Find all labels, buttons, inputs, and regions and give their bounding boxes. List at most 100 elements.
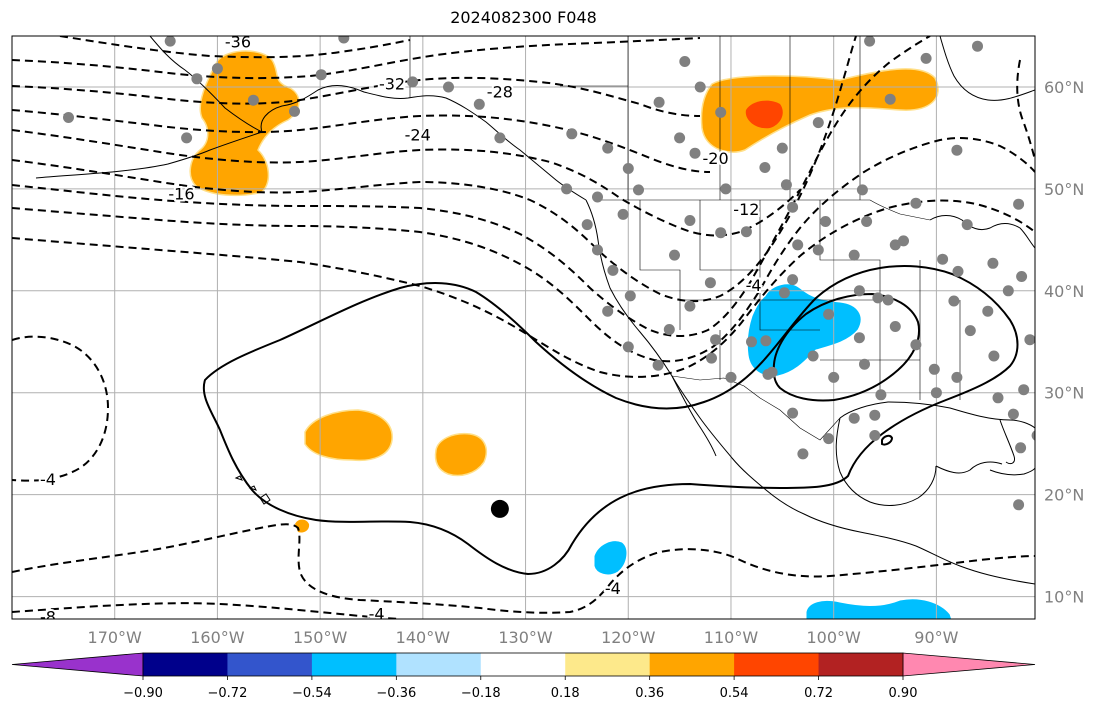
colorbar-segment [734,653,820,676]
station-dot [928,363,940,375]
contour-dashed-12 [12,523,1035,614]
contour-dashed-10 [1016,59,1035,161]
lon-tick-label: 150°W [293,628,348,647]
colorbar-tick-label: −0.54 [292,686,332,701]
station-dot [951,371,963,383]
station-dot [473,98,485,110]
station-dot [566,128,578,140]
anomaly-fill-south-blue [805,598,953,619]
station-dot [987,257,999,269]
station-dot [1016,271,1028,282]
contour-label: -4 [746,276,762,295]
station-dot [889,321,901,332]
station-dots [63,36,1035,511]
station-dot [663,324,675,335]
station-dot [859,358,870,370]
lat-tick-label: 10°N [1044,588,1084,607]
anomaly-fill-canada [700,68,939,153]
station-dot [787,201,799,213]
station-dot [706,352,717,364]
contour-solid-1 [202,265,1019,576]
station-dot [910,197,922,209]
center-marker-group [490,499,509,518]
lon-tick-label: 140°W [396,628,451,647]
station-dot [882,294,894,306]
station-dot [992,392,1004,404]
contour-dashed-1 [59,36,411,59]
lon-tick-label: 130°W [498,628,553,647]
station-dot [607,264,619,276]
lon-tick-label: 170°W [88,628,143,647]
colorbar-outline [142,652,904,677]
station-dot [861,216,873,227]
station-dot [740,226,752,238]
coastlines [35,36,1035,585]
lon-tick-label: 110°W [704,628,759,647]
lon-tick-label: 90°W [914,628,958,647]
station-dot [720,183,732,195]
station-dot [633,184,644,196]
station-dot [872,292,884,304]
station-dot [622,341,634,353]
station-dot [869,430,881,441]
colorbar-tick-label: 0.36 [635,686,664,701]
station-dot [669,249,680,261]
lat-tick-label: 60°N [1044,78,1084,97]
station-dot [848,249,860,261]
contour-dashed-13 [12,602,401,619]
coastline-great-lakes [929,215,1035,249]
station-dot [787,274,799,286]
station-dot [679,56,691,67]
lon-tick-label: 160°W [190,628,245,647]
coastline-gulf-mexico-west [835,417,937,506]
station-dot [289,105,300,117]
station-dot [247,94,259,106]
colorbar-tick-label: 0.18 [551,686,580,701]
station-dot [823,433,835,445]
station-dot [181,132,193,144]
lat-tick-label: 20°N [1044,486,1084,505]
colorbar-segment [143,653,228,676]
anomaly-fill-pacific-2 [434,432,488,477]
station-dot [443,81,454,93]
colorbar-segment [649,653,735,676]
station-dot [652,359,664,371]
colorbar-tick-label: −0.72 [208,686,248,701]
contour-label: -4 [40,470,56,489]
contour-label: -4 [369,604,385,623]
border-canada-provinces [560,36,861,200]
station-dot [1031,430,1035,441]
coastline-hawaii [234,475,271,505]
border-us-mexico [671,375,841,441]
station-dot [1013,198,1025,210]
colorbar-segment [480,653,566,676]
station-dot [191,73,203,85]
colorbar-tick-label: −0.36 [376,686,416,701]
lat-tick-label: 40°N [1044,282,1084,301]
station-dot [684,300,696,312]
station-dot [746,336,757,348]
contour-dashed-3 [12,76,701,117]
contour-solid-3 [881,434,894,446]
station-dot [1024,334,1035,346]
colorbar-segment [311,653,397,676]
station-dot [211,63,223,75]
colorbar-tick-label: 0.90 [889,686,918,701]
station-dot [689,147,701,159]
station-dot [823,308,835,320]
station-dot [948,295,960,307]
coastline-florida [999,419,1015,465]
station-dot [780,179,792,191]
contour-label: -12 [733,200,759,219]
station-dot [561,183,573,195]
station-dot [710,334,722,346]
station-dot [1013,499,1025,511]
station-dot [1002,285,1014,297]
station-dot [920,52,932,64]
coastline-alaska [149,36,587,201]
station-dot [853,332,865,344]
colorbar-tick-label: 0.54 [720,686,749,701]
station-dot [875,389,887,401]
contour-dashed-4 [12,109,711,173]
